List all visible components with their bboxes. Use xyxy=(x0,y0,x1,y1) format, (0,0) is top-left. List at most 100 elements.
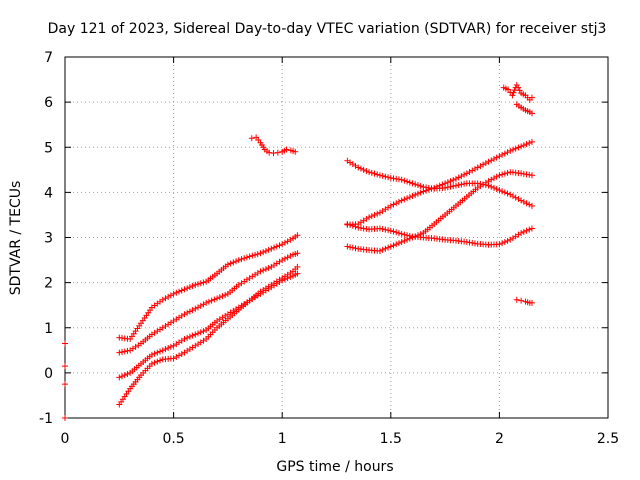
data-point xyxy=(159,296,166,303)
data-point xyxy=(504,190,511,197)
data-point xyxy=(496,241,503,248)
series-isolated-points-at-zero xyxy=(62,340,68,421)
data-point xyxy=(294,263,301,270)
data-point xyxy=(197,329,204,336)
data-point xyxy=(379,246,386,253)
data-point xyxy=(385,174,392,181)
data-point xyxy=(414,232,421,239)
data-point xyxy=(406,194,413,201)
data-point xyxy=(379,172,386,179)
data-point xyxy=(385,244,392,251)
data-point xyxy=(273,243,280,250)
data-point xyxy=(431,184,438,191)
y-tick-label: 3 xyxy=(44,231,53,247)
data-point xyxy=(173,289,180,296)
data-point xyxy=(265,246,272,253)
data-point xyxy=(493,185,500,192)
data-point xyxy=(409,180,416,187)
x-tick-label: 0 xyxy=(61,431,70,447)
data-point xyxy=(170,355,177,362)
data-point xyxy=(390,228,397,235)
data-point xyxy=(499,188,506,195)
data-point xyxy=(401,231,408,238)
data-point xyxy=(124,347,131,354)
data-point xyxy=(252,251,259,258)
data-point xyxy=(344,243,351,250)
data-point xyxy=(119,349,126,356)
data-point xyxy=(398,176,405,183)
data-point xyxy=(371,211,378,218)
data-point xyxy=(515,84,522,91)
x-tick-label: 2.5 xyxy=(597,431,619,447)
data-point xyxy=(355,164,362,171)
data-point xyxy=(518,143,525,150)
data-point xyxy=(379,226,386,233)
data-point xyxy=(490,155,497,162)
data-point xyxy=(523,200,530,207)
data-point xyxy=(167,343,174,350)
data-point xyxy=(455,182,462,189)
data-point xyxy=(518,297,525,304)
data-point xyxy=(376,172,383,179)
data-point xyxy=(526,226,533,233)
data-point xyxy=(189,283,196,290)
data-point xyxy=(189,307,196,314)
y-tick-label: -1 xyxy=(39,411,53,427)
data-point xyxy=(409,192,416,199)
data-point xyxy=(276,242,283,249)
data-point xyxy=(444,179,451,186)
data-point xyxy=(442,180,449,187)
data-point xyxy=(279,241,286,248)
data-point xyxy=(450,176,457,183)
data-point xyxy=(349,244,356,251)
x-tick-label: 1.5 xyxy=(380,431,402,447)
data-point xyxy=(523,227,530,234)
data-point xyxy=(452,175,459,182)
data-point xyxy=(501,150,508,157)
data-point xyxy=(461,180,468,187)
series-track-2 xyxy=(116,250,301,356)
axis-ticks: 0 0.5 1 1.5 2 2.5 -1 0 1 2 3 4 5 6 7 xyxy=(39,50,619,447)
data-point xyxy=(246,253,253,260)
data-point xyxy=(428,185,435,192)
data-point xyxy=(224,261,231,268)
data-point xyxy=(485,178,492,185)
data-point xyxy=(121,372,128,379)
data-point xyxy=(230,259,237,266)
data-point xyxy=(417,231,424,238)
data-point xyxy=(398,239,405,246)
data-point xyxy=(205,298,212,305)
data-point xyxy=(482,160,489,167)
data-point xyxy=(385,227,392,234)
data-point xyxy=(262,248,269,255)
data-point xyxy=(488,176,495,183)
data-point xyxy=(512,194,519,201)
y-tick-label: 0 xyxy=(44,366,53,382)
data-point xyxy=(420,188,427,195)
data-point xyxy=(499,151,506,158)
data-point xyxy=(528,202,535,209)
data-point xyxy=(390,201,397,208)
data-point xyxy=(238,256,245,263)
data-point xyxy=(458,181,465,188)
data-point xyxy=(366,169,373,176)
data-point xyxy=(233,258,240,265)
data-point xyxy=(374,210,381,217)
data-point xyxy=(425,186,432,193)
data-point xyxy=(184,285,191,292)
data-point xyxy=(447,178,454,185)
data-point xyxy=(235,257,242,264)
data-point xyxy=(357,165,364,172)
data-point xyxy=(398,197,405,204)
data-point xyxy=(507,191,514,198)
series-track-8 xyxy=(344,220,535,248)
data-point xyxy=(254,251,261,258)
data-point xyxy=(260,267,267,274)
data-point xyxy=(62,363,68,370)
data-point xyxy=(192,281,199,288)
data-point xyxy=(151,359,158,366)
data-point xyxy=(387,227,394,234)
data-point xyxy=(412,191,419,198)
data-point xyxy=(528,138,535,145)
